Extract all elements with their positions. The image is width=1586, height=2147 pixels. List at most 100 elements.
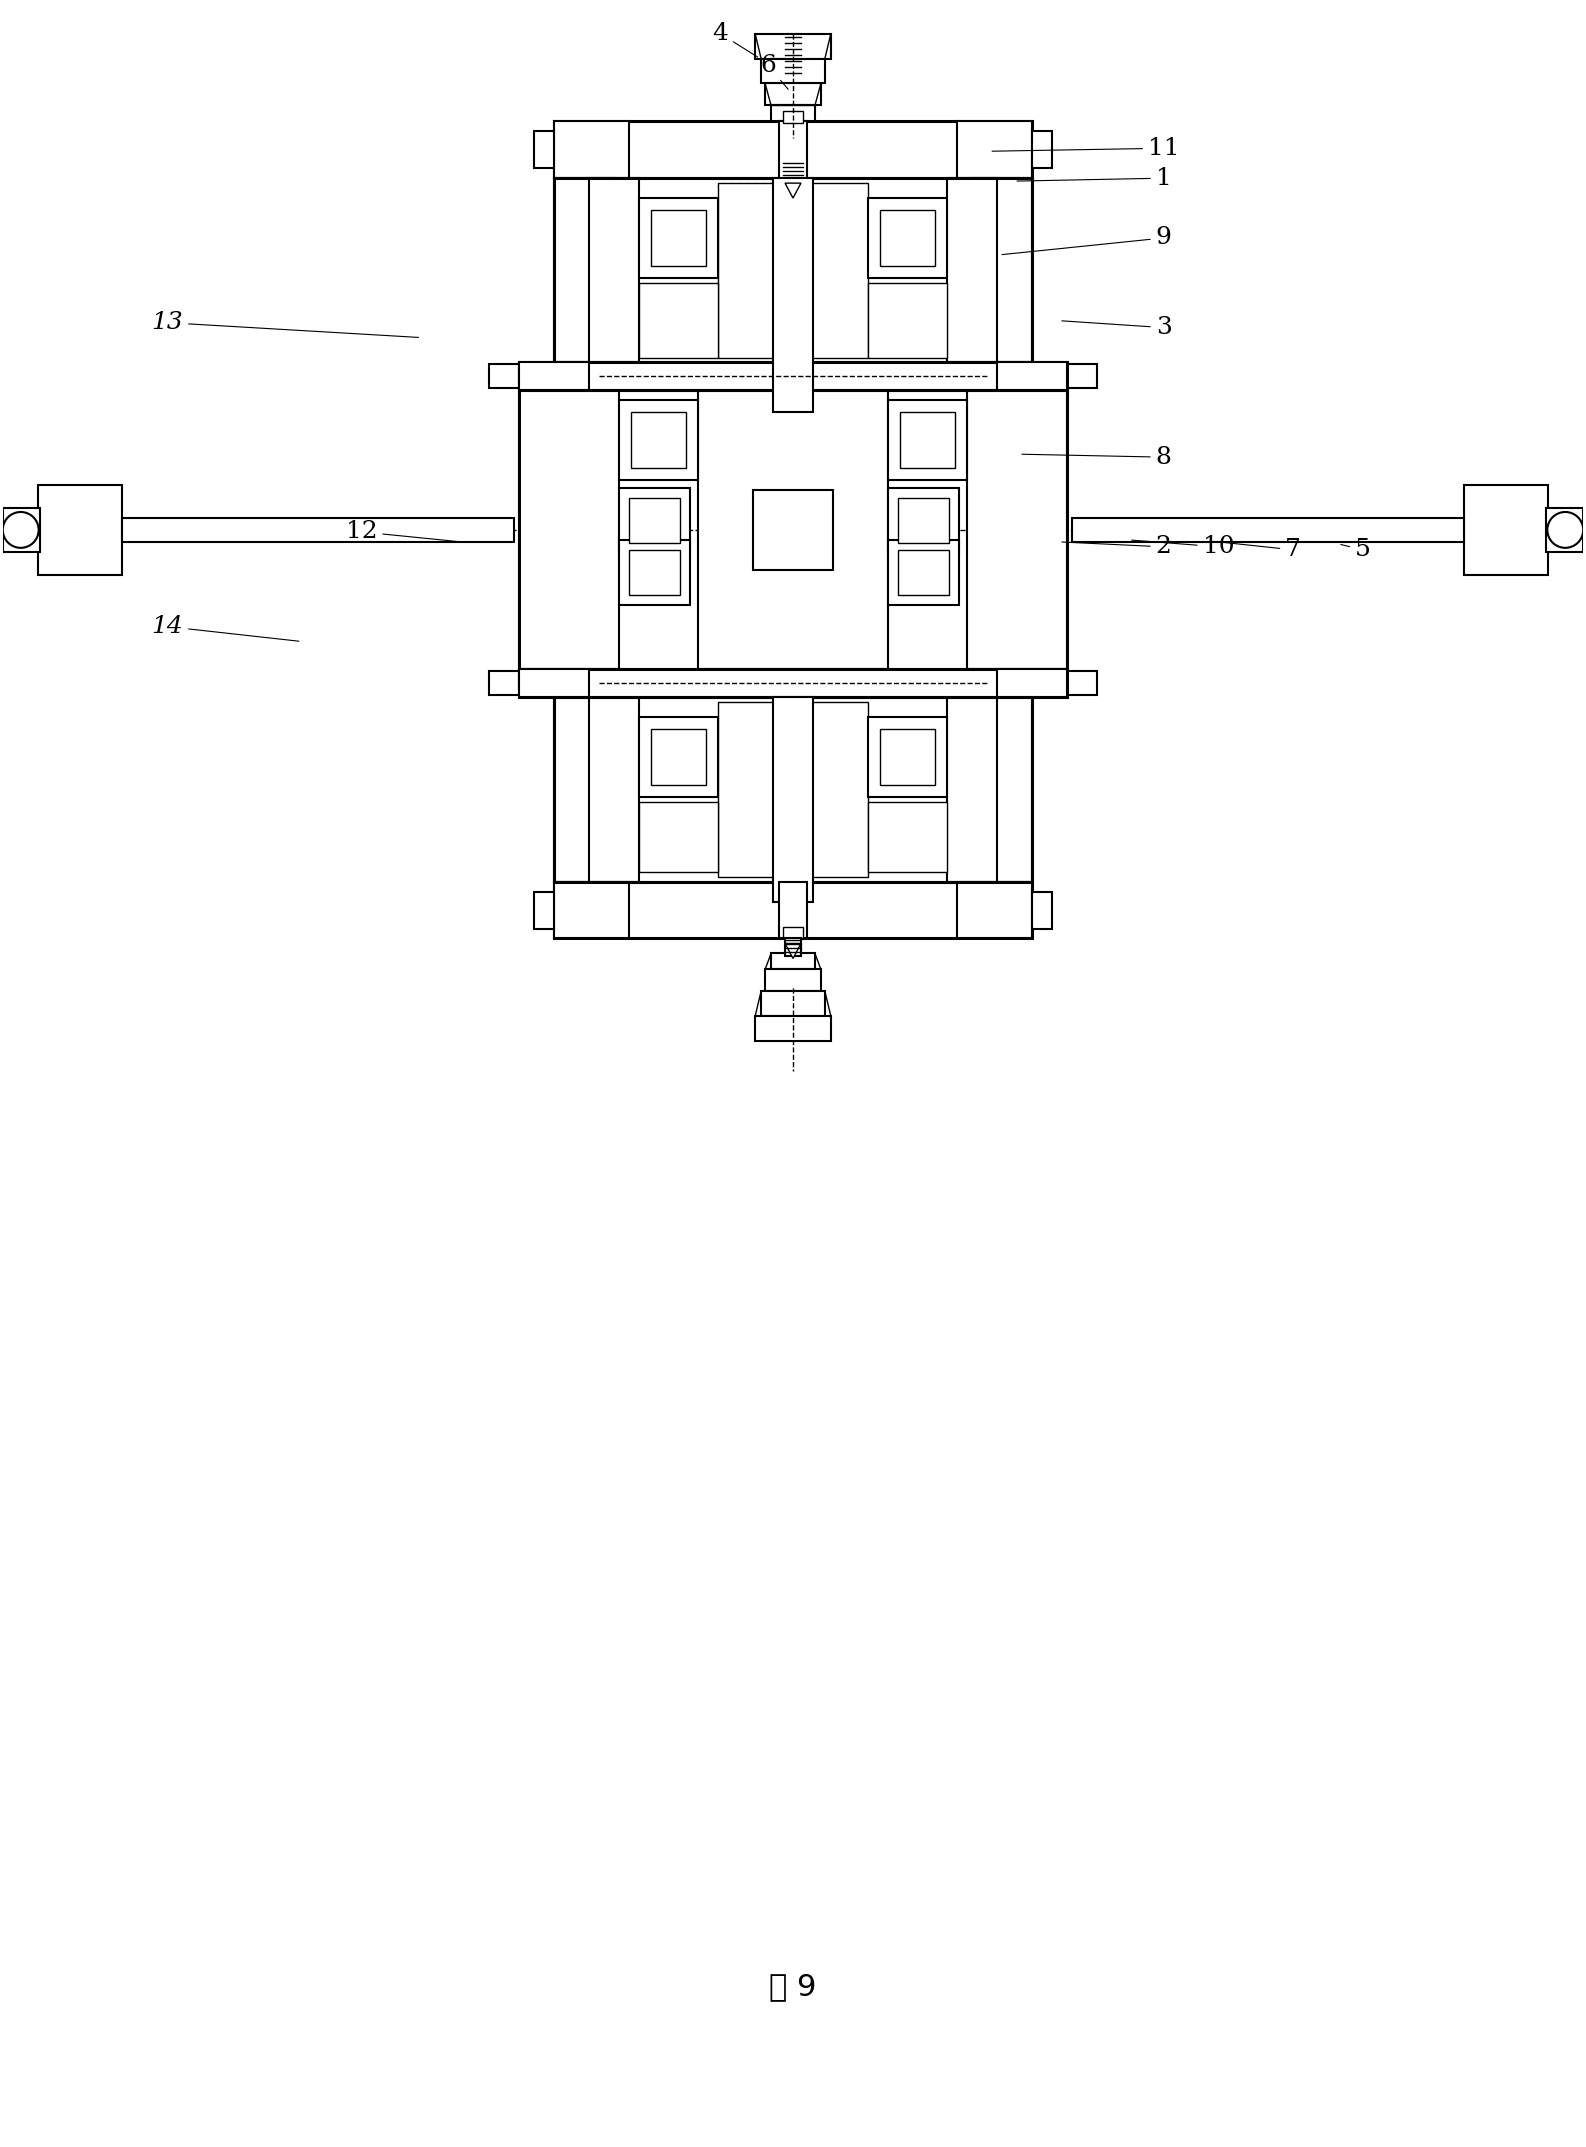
- Bar: [783, 928, 803, 938]
- Bar: [1032, 891, 1052, 928]
- Bar: [639, 803, 718, 872]
- Text: 7: 7: [1221, 539, 1301, 560]
- Bar: [771, 105, 815, 122]
- Bar: [972, 698, 1032, 882]
- Bar: [888, 539, 960, 605]
- Bar: [880, 210, 936, 266]
- Bar: [628, 498, 680, 543]
- Bar: [779, 882, 807, 938]
- Text: 2: 2: [1063, 535, 1172, 558]
- Bar: [967, 391, 1067, 670]
- Bar: [772, 178, 814, 412]
- Bar: [947, 698, 998, 882]
- Text: 10: 10: [1131, 535, 1234, 558]
- Polygon shape: [785, 943, 801, 958]
- Bar: [958, 122, 1032, 178]
- Bar: [619, 487, 690, 552]
- Bar: [3, 509, 40, 552]
- Bar: [639, 198, 718, 277]
- Bar: [785, 938, 801, 955]
- Bar: [554, 882, 1032, 938]
- Bar: [619, 399, 698, 481]
- Bar: [764, 84, 822, 105]
- Text: 1: 1: [1017, 167, 1172, 189]
- Bar: [898, 498, 950, 543]
- Bar: [619, 539, 690, 605]
- Bar: [755, 34, 831, 58]
- Text: 8: 8: [1021, 447, 1172, 468]
- Bar: [519, 670, 588, 698]
- Bar: [772, 698, 814, 902]
- Bar: [488, 672, 519, 696]
- Bar: [519, 670, 1067, 698]
- Bar: [554, 882, 628, 938]
- Bar: [519, 391, 1067, 670]
- Bar: [755, 1016, 831, 1041]
- Bar: [554, 178, 1032, 363]
- Text: 4: 4: [712, 21, 758, 58]
- Bar: [868, 198, 947, 277]
- Bar: [899, 412, 955, 468]
- Text: 5: 5: [1340, 539, 1370, 560]
- Bar: [554, 122, 1032, 178]
- Bar: [868, 803, 947, 872]
- Bar: [868, 717, 947, 797]
- Bar: [779, 122, 807, 182]
- Text: 图 9: 图 9: [769, 1973, 817, 2001]
- Bar: [639, 717, 718, 797]
- Text: 12: 12: [346, 520, 458, 543]
- Text: 11: 11: [993, 137, 1180, 159]
- Bar: [488, 365, 519, 389]
- Bar: [554, 122, 628, 178]
- Bar: [38, 485, 122, 575]
- Bar: [785, 34, 801, 84]
- Bar: [888, 399, 967, 481]
- Bar: [554, 178, 614, 363]
- Text: 14: 14: [151, 614, 300, 642]
- Bar: [1072, 517, 1464, 541]
- Bar: [718, 702, 868, 876]
- Circle shape: [1548, 511, 1583, 547]
- Bar: [1067, 365, 1098, 389]
- Text: 3: 3: [1063, 316, 1172, 339]
- Bar: [534, 891, 554, 928]
- Bar: [588, 698, 639, 882]
- Polygon shape: [785, 182, 801, 198]
- Bar: [650, 730, 706, 786]
- Bar: [718, 182, 868, 359]
- Bar: [880, 730, 936, 786]
- Bar: [519, 363, 1067, 391]
- Bar: [1067, 672, 1098, 696]
- Bar: [761, 992, 825, 1016]
- Bar: [947, 178, 998, 363]
- Bar: [650, 210, 706, 266]
- Bar: [888, 487, 960, 552]
- Bar: [998, 670, 1067, 698]
- Bar: [1464, 485, 1548, 575]
- Text: 13: 13: [151, 311, 419, 337]
- Circle shape: [3, 511, 38, 547]
- Bar: [783, 112, 803, 122]
- Bar: [958, 882, 1032, 938]
- Bar: [628, 550, 680, 595]
- Bar: [753, 490, 833, 569]
- Bar: [554, 698, 1032, 882]
- Bar: [554, 698, 614, 882]
- Bar: [519, 391, 619, 670]
- Bar: [698, 391, 888, 670]
- Bar: [631, 412, 687, 468]
- Bar: [122, 517, 514, 541]
- Bar: [868, 283, 947, 359]
- Bar: [898, 550, 950, 595]
- Bar: [1032, 131, 1052, 167]
- Bar: [761, 58, 825, 84]
- Bar: [764, 968, 822, 992]
- Bar: [771, 953, 815, 968]
- Bar: [534, 131, 554, 167]
- Bar: [998, 363, 1067, 391]
- Bar: [1546, 509, 1583, 552]
- Text: 6: 6: [760, 54, 788, 90]
- Bar: [519, 363, 588, 391]
- Bar: [588, 178, 639, 363]
- Text: 9: 9: [1002, 225, 1172, 255]
